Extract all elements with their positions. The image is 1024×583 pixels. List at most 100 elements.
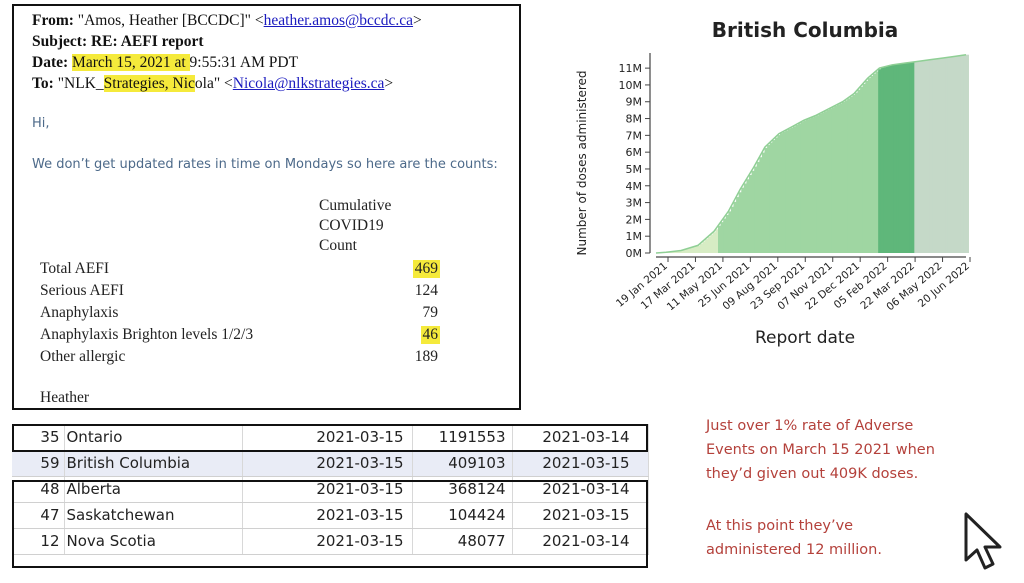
row-number: 47: [12, 502, 65, 529]
to-email-link[interactable]: Nicola@nlkstrategies.ca: [232, 75, 385, 92]
date-highlighted: March 15, 2021 at: [72, 54, 190, 71]
area-bar: [873, 73, 876, 254]
aefi-label: Total AEFI: [40, 260, 110, 277]
area-bar: [808, 118, 812, 253]
email-signature: Heather: [40, 389, 90, 406]
date-cell: 2021-03-15: [242, 528, 413, 555]
area-bar: [847, 98, 851, 253]
area-bar: [958, 55, 962, 254]
area-bar: [818, 113, 822, 254]
area-bar: [924, 60, 928, 253]
area-bar: [798, 123, 802, 254]
chart-title: British Columbia: [711, 18, 899, 42]
area-bar: [885, 66, 889, 253]
area-bar: [870, 75, 874, 254]
doses-cell: 104424: [412, 502, 513, 529]
date-rest: 9:55:31 AM PDT: [189, 54, 299, 71]
area-bar: [906, 62, 910, 253]
area-bar: [728, 211, 732, 253]
email-from-line: From: "Amos, Heather [BCCDC]" <heather.a…: [32, 12, 422, 30]
area-bar: [836, 104, 840, 253]
area-bar: [935, 59, 938, 254]
area-bar: [689, 247, 693, 253]
area-bar: [805, 119, 809, 253]
area-bar: [909, 62, 913, 253]
area-bar: [829, 108, 833, 253]
area-bar: [777, 135, 781, 253]
area-bar: [718, 225, 721, 253]
area-bar: [671, 251, 675, 253]
table-row[interactable]: 12 Nova Scotia 2021-03-15 48077 2021-03-…: [12, 528, 649, 555]
date-cell: 2021-03-14: [512, 528, 649, 555]
count-header: Cumulative COVID19 Count: [319, 196, 391, 256]
area-bar: [945, 57, 949, 253]
area-bar: [772, 140, 776, 253]
table-row-selected[interactable]: 59 British Columbia 2021-03-15 409103 20…: [12, 450, 649, 477]
y-tick-label: 4M: [626, 180, 643, 193]
area-bar: [849, 96, 853, 253]
row-number: 59: [12, 450, 65, 477]
area-bar: [880, 67, 884, 253]
area-bar: [676, 250, 680, 253]
y-tick-label: 8M: [626, 113, 643, 126]
area-bar: [746, 179, 750, 253]
area-bar: [891, 65, 895, 254]
area-bar: [875, 71, 879, 253]
area-bar: [883, 67, 887, 254]
area-bar: [888, 65, 892, 253]
date-cell: 2021-03-15: [242, 450, 413, 477]
y-axis-label: Number of doses administered: [575, 70, 589, 255]
area-bar: [803, 120, 807, 253]
email-date-line: Date: March 15, 2021 at 9:55:31 AM PDT: [32, 54, 298, 72]
table-row[interactable]: 35 Ontario 2021-03-15 1191553 2021-03-14: [12, 424, 649, 451]
subject-label: Subject:: [32, 33, 88, 50]
aefi-value: 46: [420, 326, 440, 344]
aefi-value: 189: [414, 348, 438, 365]
area-bar: [769, 142, 773, 253]
area-bar: [911, 62, 915, 254]
area-bar: [733, 201, 737, 253]
aefi-label: Anaphylaxis Brighton levels 1/2/3: [40, 326, 254, 343]
chart-x-axis-label: Report date: [754, 328, 856, 348]
date-cell: 2021-03-15: [242, 476, 413, 503]
area-bar: [702, 241, 706, 253]
area-bar: [834, 105, 838, 253]
aefi-value: 124: [414, 282, 438, 299]
table-row[interactable]: 47 Saskatchewan 2021-03-15 104424 2021-0…: [12, 502, 649, 529]
doses-cell: 1191553: [412, 424, 513, 451]
to-label: To:: [32, 75, 54, 92]
from-label: From:: [32, 12, 74, 29]
date-label: Date:: [32, 54, 69, 71]
province-cell: Nova Scotia: [64, 528, 243, 555]
count-header-line3: Count: [319, 237, 357, 254]
area-bar: [960, 55, 964, 254]
to-name-highlighted: Strategies, Nic: [103, 75, 195, 92]
area-bar: [852, 94, 856, 253]
table-row[interactable]: 48 Alberta 2021-03-15 368124 2021-03-14: [12, 476, 649, 503]
area-bar: [844, 100, 848, 253]
date-cell: 2021-03-14: [512, 424, 649, 451]
area-bar: [795, 124, 799, 254]
area-bar: [679, 250, 683, 253]
area-bar: [681, 250, 685, 253]
area-bar: [950, 56, 954, 253]
area-bar: [904, 63, 907, 253]
from-email-link[interactable]: heather.amos@bccdc.ca: [263, 12, 414, 29]
area-bar: [929, 59, 933, 253]
area-bar: [842, 102, 845, 253]
area-bar: [963, 55, 967, 253]
annotation-line: administered 12 million.: [706, 542, 882, 558]
y-tick-label: 3M: [626, 197, 643, 210]
area-bar: [725, 214, 729, 253]
area-bar: [767, 145, 771, 253]
date-cell: 2021-03-14: [512, 476, 649, 503]
y-tick-label: 6M: [626, 146, 643, 159]
aefi-row-brighton: Anaphylaxis Brighton levels 1/2/3 46: [40, 326, 440, 348]
area-bar: [710, 234, 714, 253]
y-tick-label: 5M: [626, 163, 643, 176]
area-bar: [774, 137, 778, 253]
annotation-line: At this point they’ve: [706, 518, 854, 534]
aefi-row-serious: Serious AEFI 124: [40, 282, 440, 304]
aefi-row-other: Other allergic 189: [40, 348, 440, 370]
aefi-value: 79: [422, 304, 439, 321]
